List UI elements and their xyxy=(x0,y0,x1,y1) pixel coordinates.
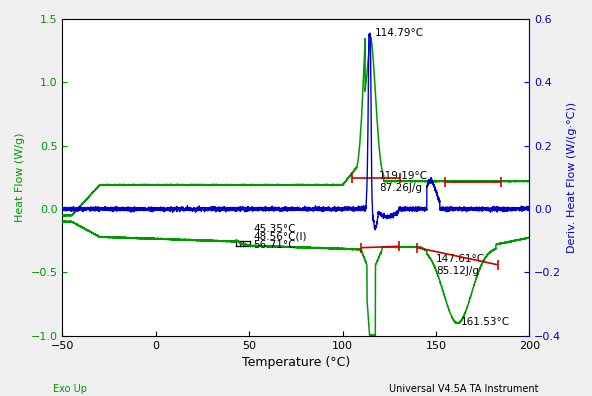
Text: 161.53°C: 161.53°C xyxy=(461,317,510,327)
Text: Exo Up: Exo Up xyxy=(53,384,87,394)
Text: 56.71°C: 56.71°C xyxy=(253,240,295,250)
Text: 119.19°C
87.26J/g: 119.19°C 87.26J/g xyxy=(379,171,428,192)
Text: Universal V4.5A TA Instrument: Universal V4.5A TA Instrument xyxy=(389,384,539,394)
Y-axis label: Heat Flow (W/g): Heat Flow (W/g) xyxy=(15,133,25,222)
Text: 147.61°C
85.12J/g: 147.61°C 85.12J/g xyxy=(436,254,485,276)
X-axis label: Temperature (°C): Temperature (°C) xyxy=(242,356,350,369)
Text: 114.79°C: 114.79°C xyxy=(374,28,423,38)
Y-axis label: Deriv. Heat Flow (W/(g·°C)): Deriv. Heat Flow (W/(g·°C)) xyxy=(567,102,577,253)
Text: 45.35°C: 45.35°C xyxy=(253,225,295,234)
Text: 48.56°C(I): 48.56°C(I) xyxy=(253,231,307,242)
